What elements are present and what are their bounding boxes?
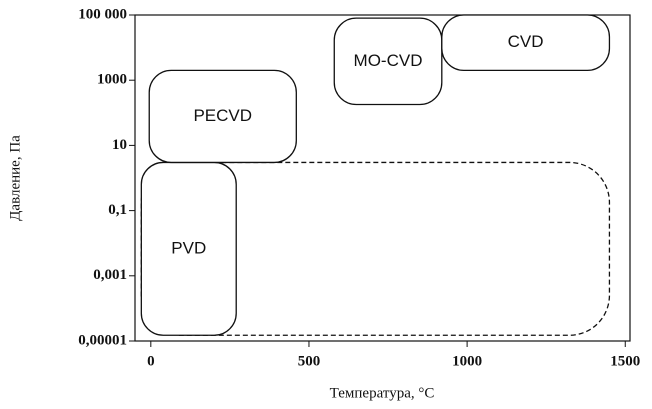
region-label: PVD: [171, 238, 206, 257]
plot-frame: [134, 14, 631, 342]
region-label: PECVD: [193, 106, 252, 125]
y-axis-label: Давление, Па: [7, 135, 23, 221]
y-tick-label: 100 000: [78, 6, 127, 22]
y-tick-label: 0,1: [108, 202, 127, 218]
region-label: CVD: [508, 32, 544, 51]
region: [140, 161, 611, 336]
x-axis-label: Температура, °C: [330, 385, 435, 401]
y-tick-label: 1000: [97, 72, 127, 88]
y-tick-label: 0,00001: [78, 332, 127, 348]
region: [148, 69, 297, 164]
x-tick-label: 0: [147, 353, 155, 369]
x-tick-label: 1000: [452, 353, 482, 369]
x-tick-label: 500: [298, 353, 321, 369]
y-tick-label: 10: [112, 137, 127, 153]
region: [333, 17, 443, 106]
x-tick-label: 1500: [610, 353, 640, 369]
region: [441, 14, 611, 72]
region-label: MO-CVD: [354, 51, 423, 70]
y-tick-label: 0,001: [93, 267, 127, 283]
